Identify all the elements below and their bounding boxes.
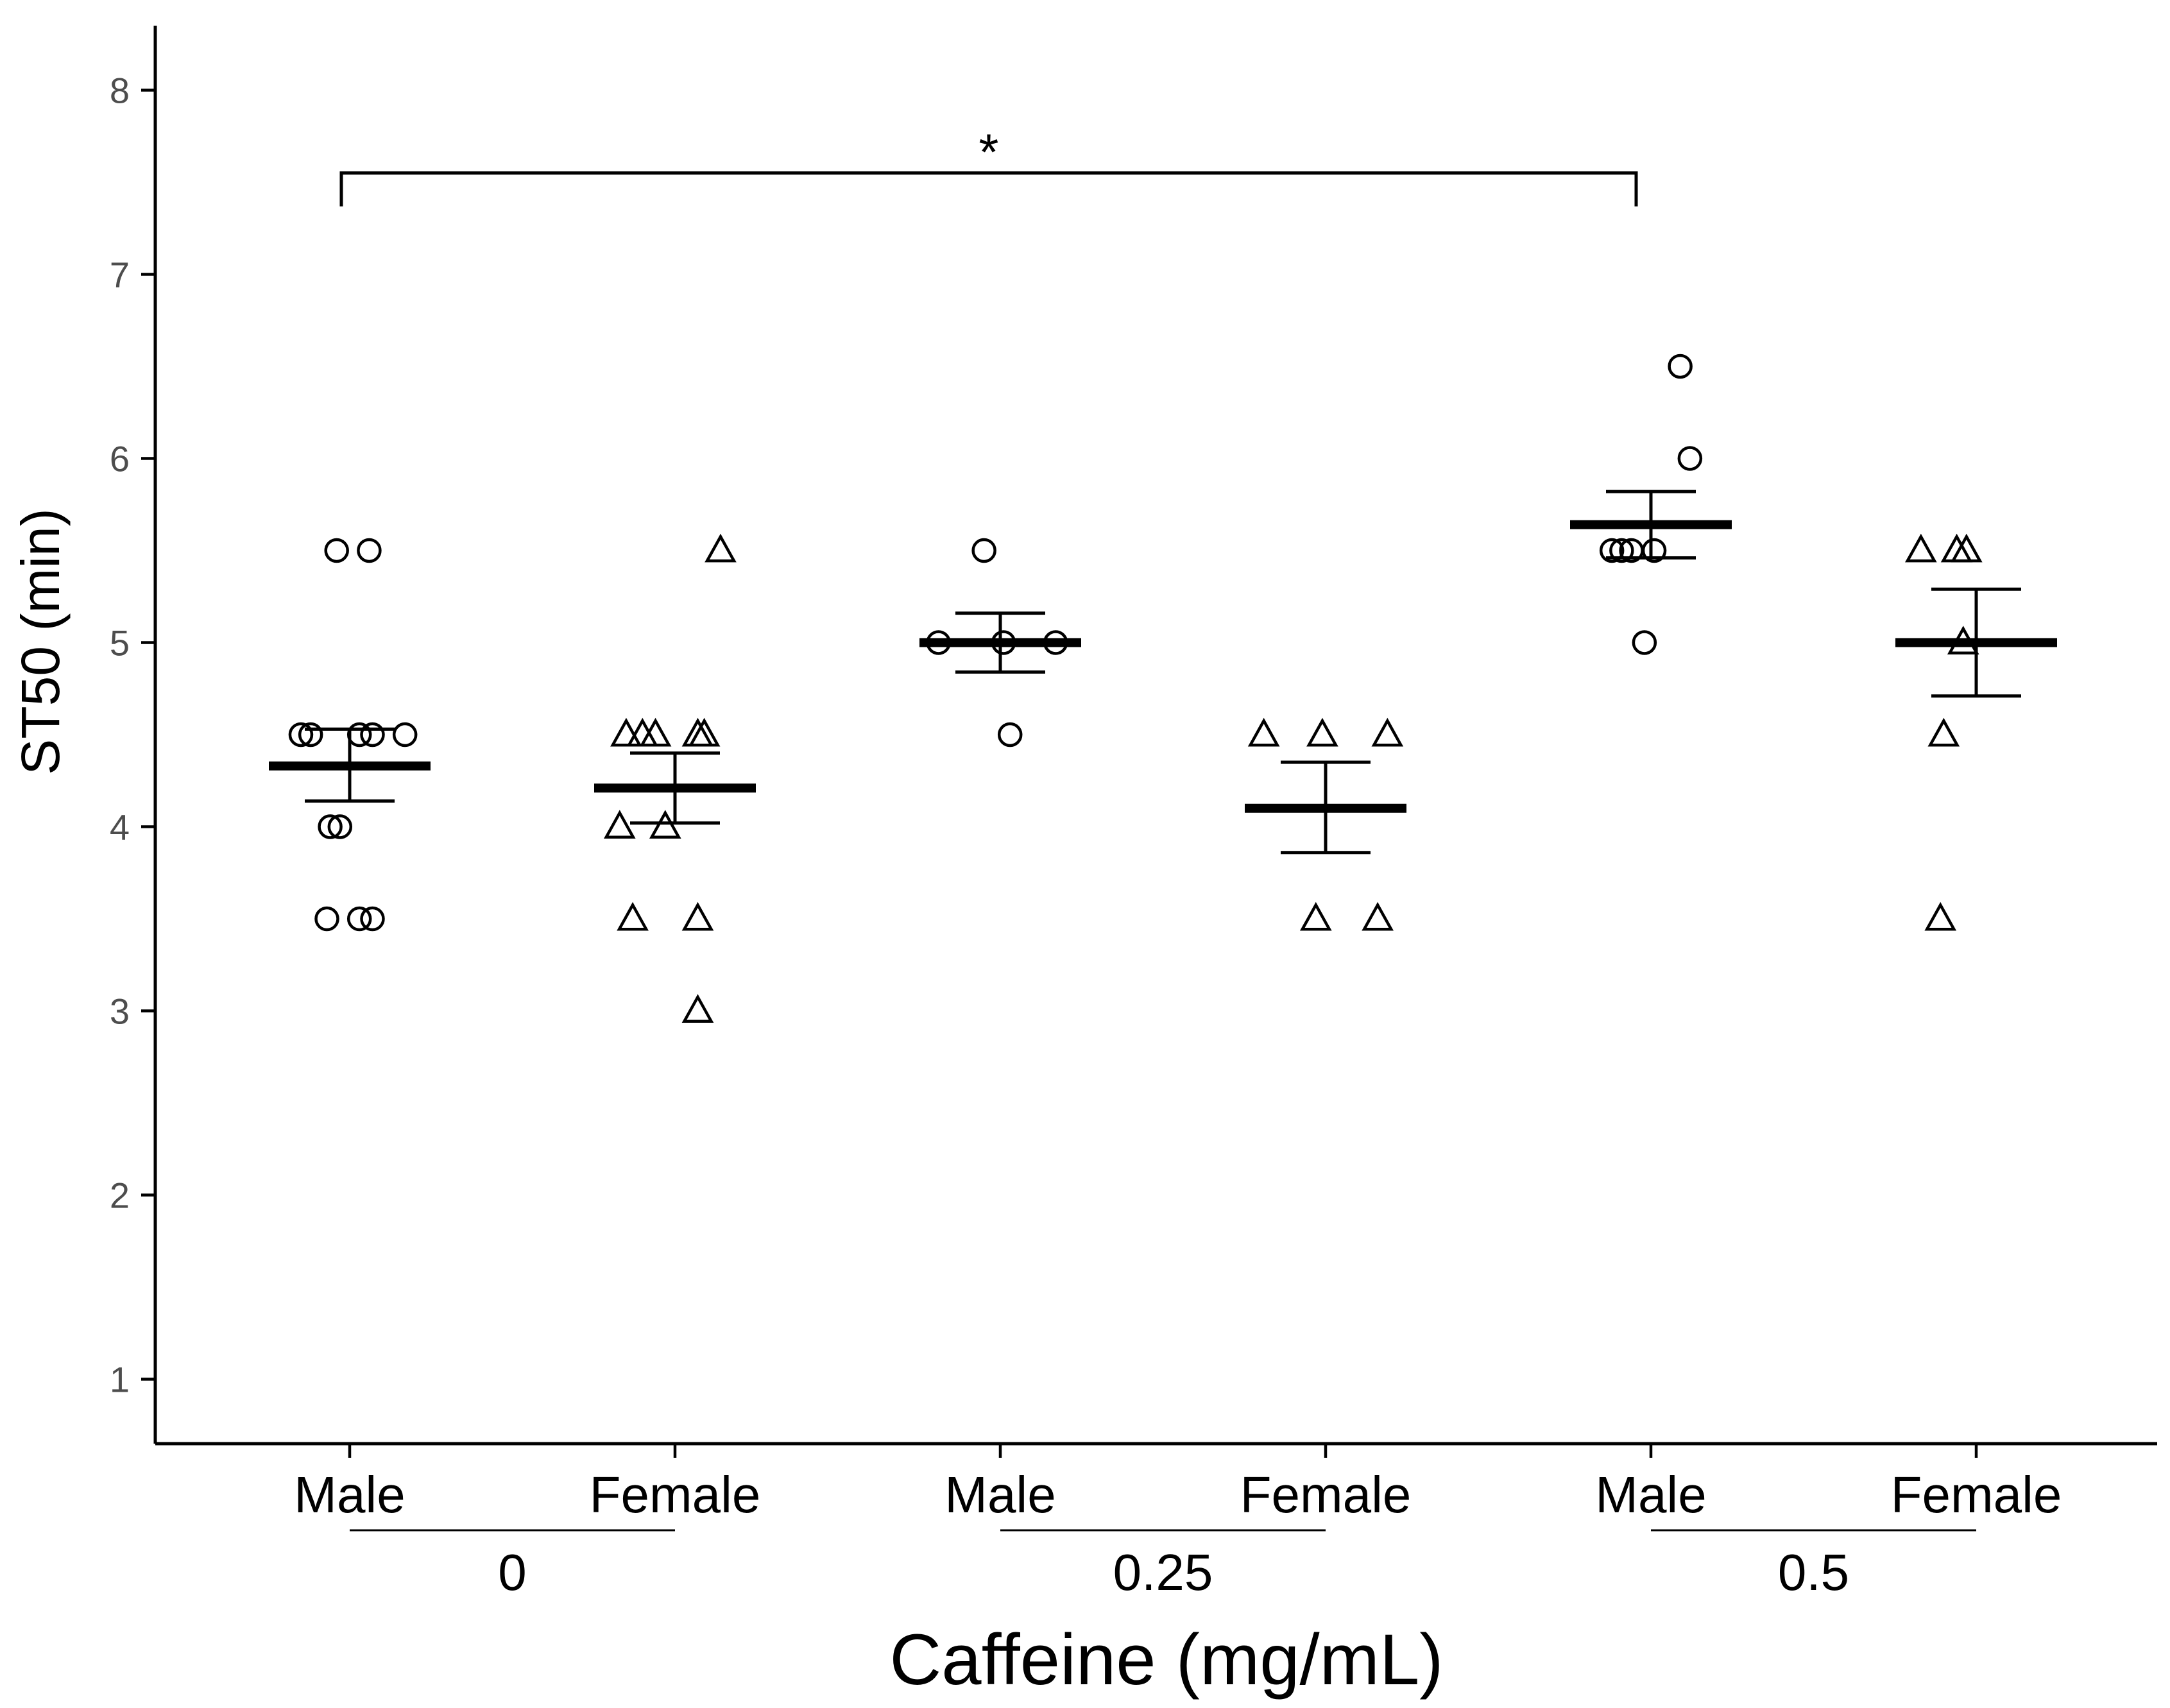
x-ticks: Male Female Male Female Male Female: [294, 1444, 2062, 1523]
x-category-label: Male: [944, 1466, 1055, 1523]
x-axis-title: Caffeine (mg/mL): [889, 1619, 1443, 1700]
data-point-triangle: [1371, 717, 1404, 747]
data-point-circle: [1609, 538, 1634, 563]
data-point-circle: [357, 538, 382, 563]
data-point-triangle: [1924, 901, 1957, 931]
x-category-label: Male: [1595, 1466, 1706, 1523]
data-point-triangle: [681, 994, 714, 1023]
data-point-triangle: [1247, 717, 1280, 747]
data-point-triangle: [1362, 901, 1394, 931]
data-point-circle: [324, 538, 349, 563]
y-axis-title: ST50 (min): [10, 508, 71, 774]
annotations: *: [339, 124, 1638, 207]
data-point-triangle: [1904, 533, 1937, 563]
data-point-circle: [314, 906, 339, 932]
data-point-triangle: [1306, 717, 1338, 747]
x-group-labels: 0 0.25 0.5: [350, 1529, 1976, 1601]
data-point-circle: [346, 906, 372, 932]
y-tick-label: 8: [110, 70, 130, 110]
data-point-circle: [997, 722, 1023, 747]
data-point-triangle: [617, 901, 649, 931]
x-category-label: Male: [294, 1466, 405, 1523]
y-tick-label: 7: [110, 254, 130, 295]
data-point-circle: [392, 722, 418, 747]
data-point-triangle: [681, 901, 714, 931]
y-tick-label: 6: [110, 438, 130, 479]
y-tick-label: 3: [110, 991, 130, 1032]
data-point-circle: [360, 722, 385, 747]
data-point-circle: [298, 722, 323, 747]
data-point-circle: [1668, 354, 1693, 379]
significance-bracket: [339, 171, 1638, 207]
data-point-circle: [1599, 538, 1625, 563]
y-tick-label: 5: [110, 622, 130, 663]
y-tick-label: 1: [110, 1360, 130, 1400]
data-point-circle: [1632, 630, 1657, 655]
data-point-triangle: [1950, 533, 1983, 563]
axes: [153, 26, 2157, 1446]
group-label: 0: [498, 1544, 527, 1601]
data-point-circle: [318, 814, 343, 839]
data-point-circle: [288, 722, 314, 747]
data-point-circle: [327, 814, 353, 839]
data-point-triangle: [688, 717, 721, 747]
group-label: 0.5: [1778, 1544, 1849, 1601]
data-point-triangle: [705, 533, 737, 563]
significance-label: *: [978, 124, 998, 181]
data-point-circle: [1641, 538, 1667, 563]
data-point-circle: [971, 538, 996, 563]
y-tick-label: 4: [110, 807, 130, 848]
data-point-triangle: [1927, 717, 1960, 747]
data-point-circle: [360, 906, 385, 932]
data-point-triangle: [610, 717, 642, 747]
group-label: 0.25: [1113, 1544, 1213, 1601]
data-point-circle: [1677, 446, 1703, 471]
x-category-label: Female: [590, 1466, 761, 1523]
mean-and-error-bars: [269, 490, 2057, 855]
data-point-triangle: [639, 717, 672, 747]
x-category-label: Female: [1891, 1466, 2062, 1523]
data-point-triangle: [649, 810, 681, 839]
data-point-triangle: [1299, 901, 1332, 931]
x-category-label: Female: [1240, 1466, 1412, 1523]
y-ticks: 1 2 3 4 5 6 7 8: [110, 70, 155, 1400]
data-points: [288, 354, 1983, 1023]
y-tick-label: 2: [110, 1175, 130, 1216]
data-point-triangle: [603, 810, 636, 839]
